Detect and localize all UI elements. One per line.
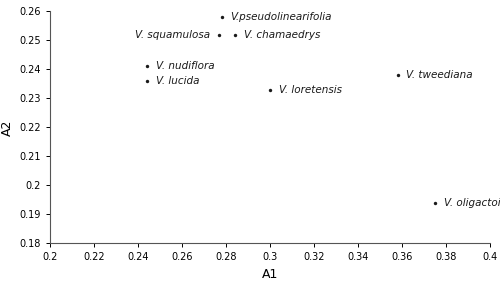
Text: V. squamulosa: V. squamulosa <box>136 29 210 40</box>
Point <box>143 64 151 69</box>
Y-axis label: A2: A2 <box>1 119 14 136</box>
Point <box>143 79 151 83</box>
Point <box>231 32 239 37</box>
X-axis label: A1: A1 <box>262 268 278 281</box>
Text: V. chamaedrys: V. chamaedrys <box>244 29 320 40</box>
Point <box>431 200 439 205</box>
Point <box>216 32 224 37</box>
Text: V. tweediana: V. tweediana <box>406 70 473 80</box>
Text: V. lucida: V. lucida <box>156 76 199 86</box>
Text: V. oligactoides: V. oligactoides <box>444 198 500 208</box>
Point <box>218 15 226 19</box>
Text: V. nudiflora: V. nudiflora <box>156 61 214 71</box>
Point <box>266 87 274 92</box>
Text: V. loretensis: V. loretensis <box>279 85 342 95</box>
Text: V.pseudolinearifolia: V.pseudolinearifolia <box>230 12 332 22</box>
Point <box>394 73 402 77</box>
